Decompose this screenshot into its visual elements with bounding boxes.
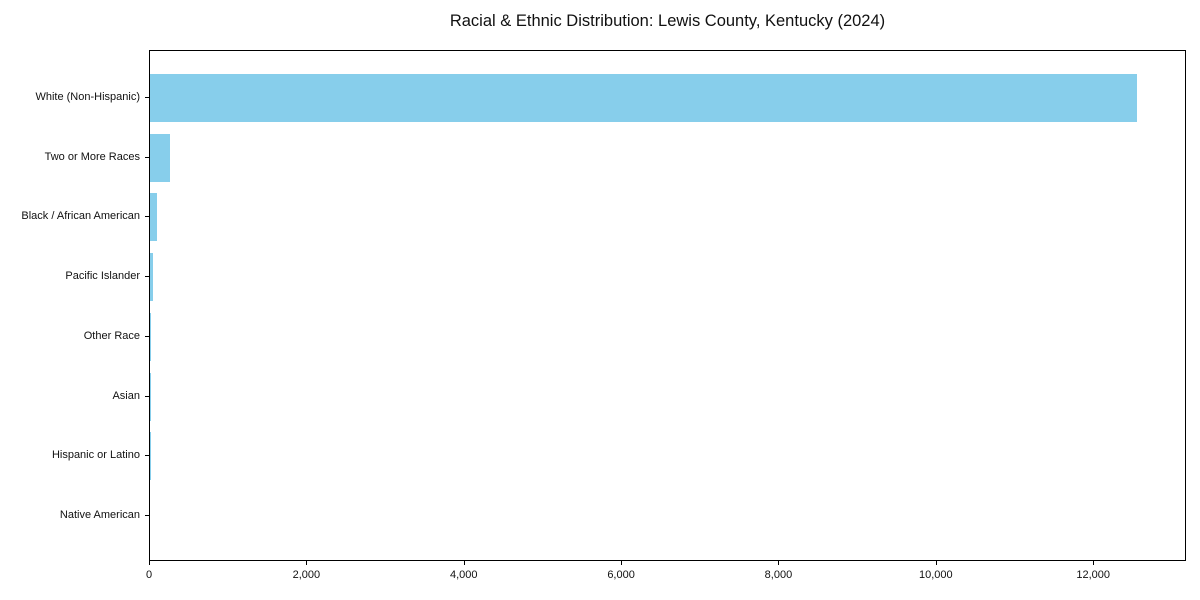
bar-other-race	[150, 312, 152, 361]
chart-title: Racial & Ethnic Distribution: Lewis Coun…	[449, 12, 886, 30]
y-axis-label-black-african-american: Black / African American	[21, 210, 140, 223]
y-axis-tick-other-race	[145, 335, 149, 337]
bar-white-non-hispanic	[150, 74, 1138, 122]
y-axis-label-asian: Asian	[112, 389, 140, 402]
y-axis-label-hispanic-or-latino: Hispanic or Latino	[51, 449, 140, 462]
x-axis-tick-label-6000: 6,000	[607, 569, 635, 581]
x-axis-tick-2000	[306, 561, 308, 565]
x-axis-tick-label-4000: 4,000	[449, 569, 478, 581]
plot-area	[149, 50, 1186, 561]
x-axis-tick-label-0: 0	[145, 569, 153, 581]
y-axis-label-native-american: Native American	[59, 508, 140, 521]
y-axis-tick-pacific-islander	[145, 276, 149, 278]
y-axis-tick-native-american	[145, 514, 149, 516]
bar-pacific-islander	[150, 253, 154, 302]
y-axis-label-other-race: Other Race	[83, 329, 140, 342]
y-axis-label-pacific-islander: Pacific Islander	[65, 270, 140, 283]
x-axis-tick-6000	[621, 561, 623, 565]
y-axis-label-two-or-more-races: Two or More Races	[44, 150, 140, 163]
x-axis-tick-12000	[1093, 561, 1095, 565]
x-axis-tick-label-2000: 2,000	[292, 569, 321, 581]
x-axis-tick-4000	[463, 561, 465, 565]
bar-asian	[150, 372, 151, 421]
y-axis-tick-hispanic-or-latino	[145, 455, 149, 457]
x-axis-tick-10000	[935, 561, 937, 565]
bar-two-or-more-races	[150, 133, 170, 182]
y-axis-tick-asian	[145, 395, 149, 397]
y-axis-tick-two-or-more-races	[145, 156, 149, 158]
x-axis-tick-label-12000: 12,000	[1076, 569, 1110, 581]
bar-black-african-american	[150, 193, 158, 242]
x-axis-tick-0	[149, 561, 150, 565]
y-axis-tick-white-non-hispanic	[145, 97, 149, 98]
y-axis-tick-black-african-american	[145, 216, 149, 218]
y-axis-label-white-non-hispanic: White (Non-Hispanic)	[35, 91, 140, 103]
x-axis-tick-label-10000: 10,000	[918, 569, 953, 581]
x-axis-tick-8000	[778, 561, 780, 565]
x-axis-tick-label-8000: 8,000	[764, 569, 793, 581]
